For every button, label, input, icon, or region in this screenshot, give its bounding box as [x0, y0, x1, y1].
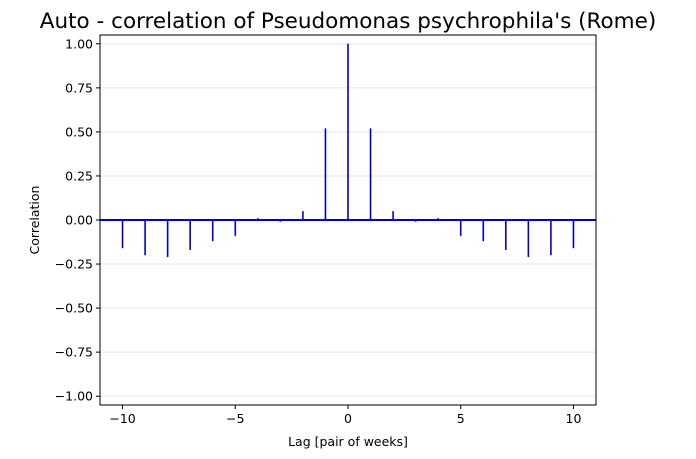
x-tick-label: 10	[566, 411, 582, 426]
x-axis-ticks: −10 −5 0 5 10	[109, 405, 581, 426]
y-axis-label: Correlation	[27, 186, 42, 255]
y-tick-label: 0.00	[65, 213, 93, 228]
y-tick-label: −1.00	[55, 389, 93, 404]
y-tick-label: 0.25	[65, 168, 93, 183]
stem-series	[121, 43, 575, 257]
y-tick-label: 0.50	[65, 124, 93, 139]
x-tick-label: −10	[109, 411, 135, 426]
x-tick-label: 5	[457, 411, 465, 426]
y-tick-label: −0.75	[55, 345, 93, 360]
x-tick-label: −5	[226, 411, 244, 426]
y-axis-ticks: −1.00 −0.75 −0.50 −0.25 0.00 0.25 0.50 0.75 1.00	[55, 36, 100, 404]
y-tick-label: 1.00	[65, 36, 93, 51]
y-tick-label: 0.75	[65, 80, 93, 95]
x-axis-label: Lag [pair of weeks]	[288, 434, 408, 449]
x-tick-label: 0	[344, 411, 352, 426]
y-tick-label: −0.25	[55, 257, 93, 272]
y-tick-label: −0.50	[55, 301, 93, 316]
chart-title: Auto - correlation of Pseudomonas psychr…	[40, 9, 656, 34]
